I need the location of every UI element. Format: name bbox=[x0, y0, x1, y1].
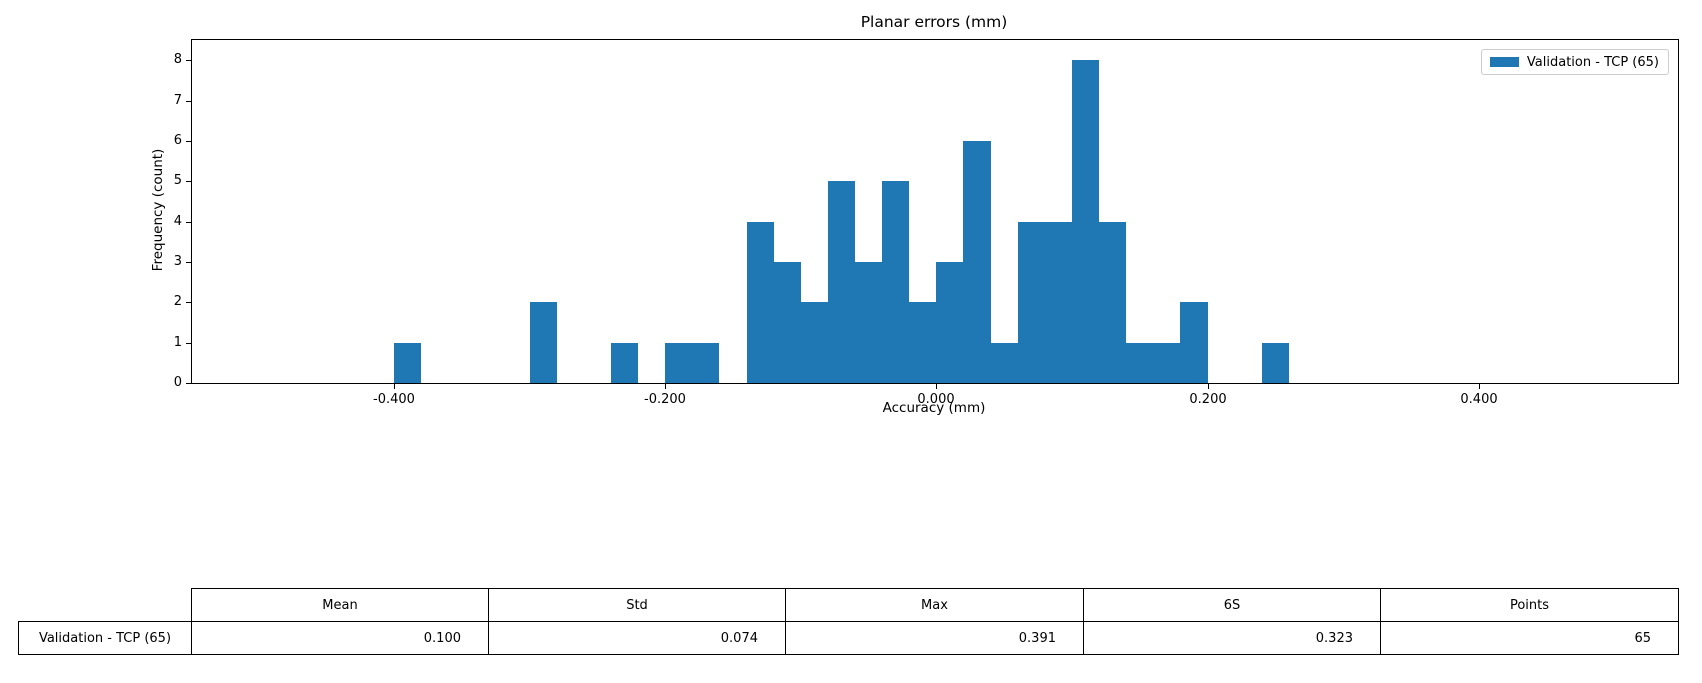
histogram-bar bbox=[611, 343, 638, 383]
x-tick-mark bbox=[1208, 384, 1209, 389]
table-column-header: 6S bbox=[1083, 588, 1381, 622]
y-tick-mark bbox=[186, 383, 191, 384]
histogram-bar bbox=[882, 181, 909, 383]
histogram-bar bbox=[1153, 343, 1180, 383]
histogram-bar bbox=[1262, 343, 1289, 383]
histogram-bar bbox=[747, 222, 774, 383]
y-tick-mark bbox=[186, 101, 191, 102]
y-tick-mark bbox=[186, 302, 191, 303]
y-tick-label: 3 bbox=[173, 254, 182, 269]
histogram-bar bbox=[692, 343, 719, 383]
histogram-bar bbox=[774, 262, 801, 383]
table-cell-value: 0.100 bbox=[191, 621, 489, 655]
legend: Validation - TCP (65) bbox=[1480, 49, 1669, 75]
x-tick-mark bbox=[936, 384, 937, 389]
x-tick-label: -0.200 bbox=[644, 392, 686, 407]
histogram-bar bbox=[855, 262, 882, 383]
table-column-header: Mean bbox=[191, 588, 489, 622]
histogram-bar bbox=[801, 302, 828, 383]
histogram-bar bbox=[1045, 222, 1072, 383]
histogram-bar bbox=[1072, 60, 1099, 383]
legend-label: Validation - TCP (65) bbox=[1526, 54, 1659, 70]
y-tick-label: 1 bbox=[173, 335, 182, 350]
histogram-bar bbox=[1180, 302, 1208, 383]
chart-title: Planar errors (mm) bbox=[860, 13, 1008, 31]
histogram-bar bbox=[394, 343, 421, 383]
table-column-header: Std bbox=[488, 588, 786, 622]
histogram-bar bbox=[828, 181, 855, 383]
x-tick-label: 0.200 bbox=[1189, 392, 1227, 407]
x-tick-mark bbox=[1479, 384, 1480, 389]
histogram-bar bbox=[530, 302, 557, 383]
table-cell-value: 65 bbox=[1380, 621, 1679, 655]
table-cell-value: 0.323 bbox=[1083, 621, 1381, 655]
y-tick-label: 5 bbox=[173, 173, 182, 188]
table-cell-value: 0.074 bbox=[488, 621, 786, 655]
table-cell-value: 0.391 bbox=[785, 621, 1084, 655]
table-row-header: Validation - TCP (65) bbox=[18, 621, 192, 655]
y-tick-mark bbox=[186, 222, 191, 223]
table-column-header: Max bbox=[785, 588, 1084, 622]
y-tick-label: 6 bbox=[173, 133, 182, 148]
y-tick-label: 0 bbox=[173, 375, 182, 390]
table-row: Validation - TCP (65) 0.100 0.074 0.391 0.3… bbox=[18, 621, 1679, 655]
table-column-header: Points bbox=[1380, 588, 1679, 622]
plot-area: 0 1 2 3 4 5 6 7 8 -0.400 -0.200 0.000 0.200 0.400 Va… bbox=[174, 39, 1679, 407]
y-tick-label: 2 bbox=[173, 294, 182, 309]
stats-table: Mean Std Max 6S Points Validation - TCP (65)… bbox=[18, 588, 1679, 655]
x-tick-label: -0.400 bbox=[373, 392, 415, 407]
histogram-bar bbox=[1018, 222, 1045, 383]
y-tick-mark bbox=[186, 343, 191, 344]
x-tick-label: 0.000 bbox=[917, 392, 955, 407]
table-header-row: Mean Std Max 6S Points bbox=[19, 588, 1679, 622]
y-tick-mark bbox=[186, 141, 191, 142]
y-tick-label: 7 bbox=[173, 93, 182, 108]
histogram-bar bbox=[936, 262, 963, 383]
x-tick-mark bbox=[665, 384, 666, 389]
legend-swatch-icon bbox=[1489, 57, 1519, 67]
y-tick-mark bbox=[186, 60, 191, 61]
histogram-bar bbox=[909, 302, 936, 383]
x-axis-label: Accuracy (mm) bbox=[882, 400, 986, 416]
histogram-bar bbox=[1126, 343, 1153, 383]
histogram-bar bbox=[963, 141, 991, 383]
table-corner-spacer bbox=[19, 589, 192, 622]
histogram-bar bbox=[665, 343, 692, 383]
y-tick-mark bbox=[186, 181, 191, 182]
histogram-bar bbox=[1099, 222, 1126, 383]
x-tick-label: 0.400 bbox=[1460, 392, 1498, 407]
x-tick-mark bbox=[394, 384, 395, 389]
y-tick-label: 4 bbox=[173, 214, 182, 229]
y-tick-mark bbox=[186, 262, 191, 263]
y-tick-label: 8 bbox=[173, 52, 182, 67]
histogram-bar bbox=[991, 343, 1018, 383]
